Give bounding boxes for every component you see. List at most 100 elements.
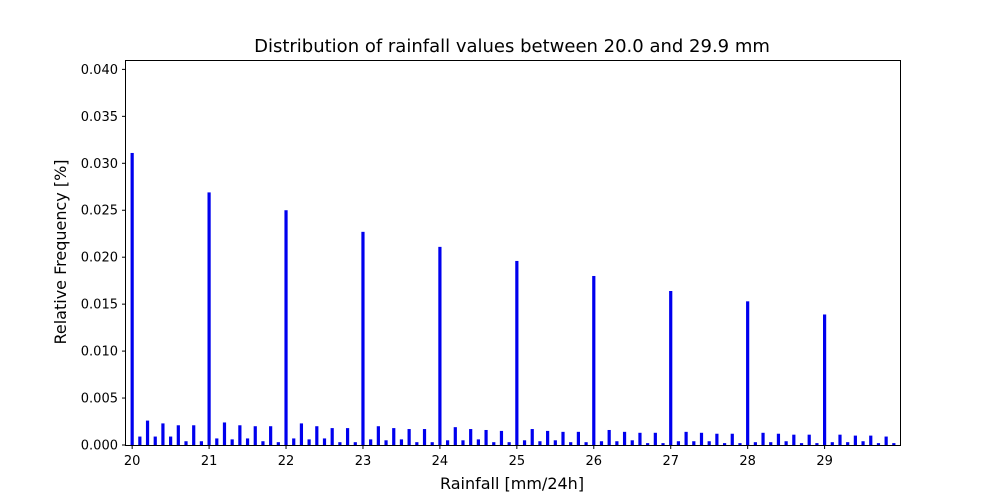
bar bbox=[438, 246, 442, 445]
bar bbox=[384, 440, 388, 445]
bar bbox=[746, 301, 750, 445]
bar bbox=[884, 436, 888, 445]
bar bbox=[176, 425, 180, 445]
bar bbox=[546, 430, 550, 445]
bar bbox=[730, 433, 734, 445]
bar bbox=[253, 426, 257, 445]
x-tick-label: 23 bbox=[355, 454, 372, 469]
bar bbox=[169, 436, 173, 445]
x-tick-label: 29 bbox=[816, 454, 833, 469]
x-axis-label: Rainfall [mm/24h] bbox=[440, 474, 584, 493]
bar bbox=[584, 442, 588, 445]
bar bbox=[846, 442, 850, 445]
y-tick-label: 0.025 bbox=[81, 204, 118, 219]
bar bbox=[461, 440, 465, 445]
bar bbox=[876, 443, 881, 445]
bar bbox=[553, 440, 557, 445]
y-tick-label: 0.020 bbox=[81, 251, 118, 266]
bar bbox=[361, 231, 365, 445]
bar bbox=[784, 441, 788, 445]
bar bbox=[446, 440, 450, 445]
bar bbox=[769, 442, 773, 445]
bar bbox=[376, 426, 380, 445]
bar bbox=[276, 442, 280, 445]
bar bbox=[699, 432, 704, 445]
bar bbox=[838, 434, 842, 445]
bar bbox=[622, 431, 627, 445]
bar bbox=[815, 443, 819, 445]
bar bbox=[722, 443, 727, 445]
bar bbox=[415, 442, 419, 445]
bar bbox=[161, 423, 165, 445]
y-tick-label: 0.010 bbox=[81, 345, 118, 360]
bar bbox=[607, 429, 611, 445]
bar bbox=[499, 430, 504, 445]
y-tick-label: 0.035 bbox=[81, 110, 118, 125]
bar bbox=[130, 152, 134, 445]
bar bbox=[476, 439, 480, 445]
bar bbox=[892, 443, 896, 445]
bar bbox=[207, 192, 211, 445]
x-tick-label: 26 bbox=[586, 454, 603, 469]
bar bbox=[199, 441, 203, 445]
y-tick-label: 0.000 bbox=[81, 439, 118, 454]
bar bbox=[853, 435, 857, 445]
bar bbox=[307, 439, 311, 445]
bar bbox=[215, 438, 219, 445]
bar bbox=[392, 428, 396, 445]
x-tick-label: 28 bbox=[739, 454, 756, 469]
x-tick-label: 22 bbox=[278, 454, 295, 469]
bar bbox=[776, 433, 781, 445]
bar bbox=[399, 439, 404, 445]
bar bbox=[345, 428, 350, 445]
bar bbox=[315, 426, 319, 445]
x-tick-label: 27 bbox=[662, 454, 679, 469]
bar bbox=[799, 443, 804, 445]
bar bbox=[692, 441, 696, 445]
bar bbox=[630, 440, 634, 445]
bar bbox=[353, 442, 357, 445]
bar bbox=[322, 438, 327, 445]
bar bbox=[330, 428, 334, 445]
bar bbox=[515, 260, 519, 445]
y-tick-label: 0.005 bbox=[81, 392, 118, 407]
bar bbox=[138, 436, 142, 445]
x-tick-label: 24 bbox=[432, 454, 449, 469]
bar bbox=[753, 442, 757, 445]
bar bbox=[422, 429, 427, 445]
bar bbox=[638, 432, 642, 445]
bar bbox=[407, 429, 411, 445]
bar bbox=[238, 425, 242, 445]
x-tick-label: 20 bbox=[124, 454, 141, 469]
bar bbox=[599, 441, 604, 445]
bar bbox=[738, 443, 742, 445]
plot-frame bbox=[125, 60, 901, 446]
bar bbox=[469, 429, 473, 445]
bar bbox=[653, 432, 657, 445]
bar bbox=[830, 442, 834, 445]
bar bbox=[245, 438, 250, 445]
bar bbox=[615, 441, 619, 445]
bar bbox=[792, 434, 796, 445]
bar bbox=[261, 441, 265, 445]
y-tick-label: 0.015 bbox=[81, 298, 118, 313]
y-axis-label: Relative Frequency [%] bbox=[51, 159, 70, 344]
y-tick-label: 0.030 bbox=[81, 157, 118, 172]
bar bbox=[453, 427, 457, 445]
bar bbox=[369, 439, 373, 445]
bar bbox=[869, 435, 873, 445]
bar bbox=[338, 442, 342, 445]
bar bbox=[184, 441, 188, 445]
bar bbox=[561, 431, 565, 445]
bar bbox=[284, 210, 288, 445]
bar bbox=[222, 422, 227, 445]
bar bbox=[707, 441, 711, 445]
bar bbox=[145, 420, 150, 445]
chart-title: Distribution of rainfall values between … bbox=[254, 36, 770, 57]
bar bbox=[761, 432, 765, 445]
bar bbox=[292, 438, 296, 445]
x-tick-label: 21 bbox=[201, 454, 218, 469]
bar bbox=[592, 275, 596, 445]
bar bbox=[684, 431, 688, 445]
